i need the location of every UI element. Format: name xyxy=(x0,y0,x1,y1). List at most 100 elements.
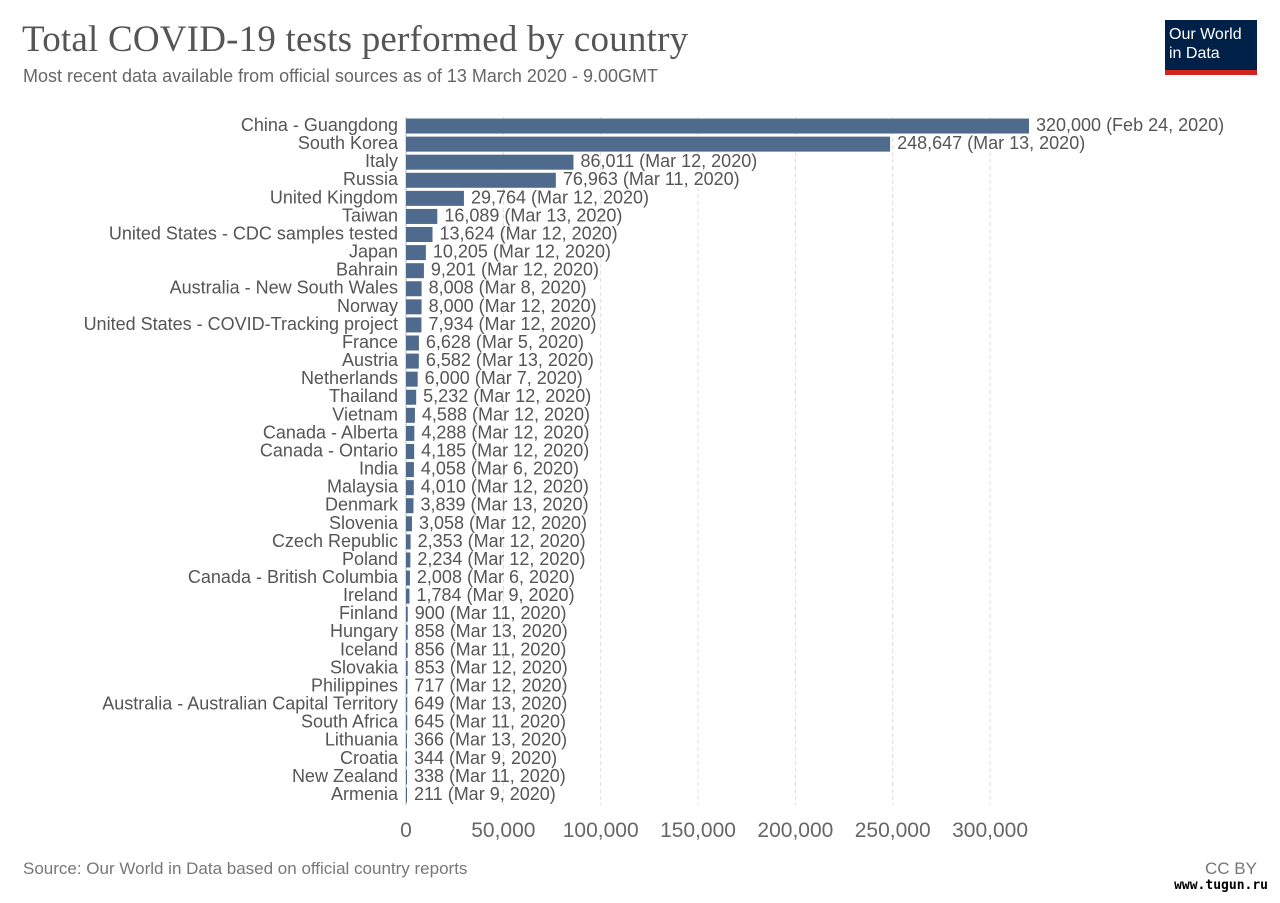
value-label: 6,628 (Mar 5, 2020) xyxy=(426,332,584,352)
category-label: Australia - New South Wales xyxy=(170,278,398,298)
value-label: 320,000 (Feb 24, 2020) xyxy=(1036,115,1224,135)
category-label: Thailand xyxy=(329,386,398,406)
value-label: 2,008 (Mar 6, 2020) xyxy=(417,567,575,587)
bar[interactable] xyxy=(406,154,574,170)
bar[interactable] xyxy=(406,190,464,206)
bar[interactable] xyxy=(406,516,412,532)
bar[interactable] xyxy=(406,480,414,496)
bar[interactable] xyxy=(406,317,422,333)
value-label: 645 (Mar 11, 2020) xyxy=(414,712,566,732)
chart-subtitle: Most recent data available from official… xyxy=(23,66,658,86)
category-label: Hungary xyxy=(330,621,398,641)
bar[interactable] xyxy=(406,715,408,731)
bar[interactable] xyxy=(406,660,408,676)
bar[interactable] xyxy=(406,498,414,514)
bar[interactable] xyxy=(406,335,419,351)
category-label: United States - CDC samples tested xyxy=(109,223,398,243)
bar[interactable] xyxy=(406,425,415,441)
x-tick-label: 150,000 xyxy=(660,819,736,842)
category-label: Austria xyxy=(342,350,399,370)
value-label: 858 (Mar 13, 2020) xyxy=(415,621,568,641)
category-label: Canada - Ontario xyxy=(260,440,398,460)
value-label: 76,963 (Mar 11, 2020) xyxy=(563,169,740,189)
category-label: China - Guangdong xyxy=(241,115,398,135)
bar[interactable] xyxy=(406,263,424,279)
value-label: 1,784 (Mar 9, 2020) xyxy=(416,585,574,605)
x-tick-label: 250,000 xyxy=(855,819,931,842)
bar[interactable] xyxy=(406,697,408,713)
category-label: Croatia xyxy=(340,748,399,768)
value-label: 649 (Mar 13, 2020) xyxy=(414,694,567,714)
bar[interactable] xyxy=(406,733,407,749)
value-label: 900 (Mar 11, 2020) xyxy=(415,603,567,623)
value-label: 86,011 (Mar 12, 2020) xyxy=(580,151,757,171)
value-label: 10,205 (Mar 12, 2020) xyxy=(433,242,611,262)
value-label: 13,624 (Mar 12, 2020) xyxy=(440,223,618,243)
category-label: South Africa xyxy=(301,712,399,732)
x-tick-label: 50,000 xyxy=(471,819,535,842)
bar[interactable] xyxy=(406,371,418,387)
category-label: Philippines xyxy=(311,675,398,695)
watermark: www.tugun.ru xyxy=(1174,878,1268,893)
value-label: 853 (Mar 12, 2020) xyxy=(415,657,568,677)
x-tick-label: 0 xyxy=(400,819,412,842)
value-label: 248,647 (Mar 13, 2020) xyxy=(897,133,1085,153)
bar[interactable] xyxy=(406,172,556,188)
category-label: Bahrain xyxy=(336,260,398,280)
value-label: 4,288 (Mar 12, 2020) xyxy=(421,422,589,442)
category-label: Armenia xyxy=(331,784,399,804)
bar[interactable] xyxy=(406,552,411,568)
owid-logo[interactable]: Our World in Data xyxy=(1165,20,1257,75)
bar[interactable] xyxy=(406,407,415,423)
logo-line-2: in Data xyxy=(1169,45,1220,62)
bar[interactable] xyxy=(406,281,422,297)
bar[interactable] xyxy=(406,787,407,803)
bar[interactable] xyxy=(406,624,408,640)
bar[interactable] xyxy=(406,570,410,586)
bar[interactable] xyxy=(406,751,407,767)
category-label: United States - COVID-Tracking project xyxy=(84,314,398,334)
value-label: 16,089 (Mar 13, 2020) xyxy=(444,205,622,225)
value-label: 3,058 (Mar 12, 2020) xyxy=(419,513,587,533)
bar[interactable] xyxy=(406,118,1029,134)
category-label: New Zealand xyxy=(292,766,398,786)
bar[interactable] xyxy=(406,353,419,369)
value-label: 211 (Mar 9, 2020) xyxy=(414,784,556,804)
category-label: Denmark xyxy=(325,495,399,515)
bar[interactable] xyxy=(406,679,408,695)
bar[interactable] xyxy=(406,462,414,478)
bar[interactable] xyxy=(406,606,408,622)
license-link[interactable]: CC BY xyxy=(1205,859,1257,878)
bar[interactable] xyxy=(406,227,433,243)
bar[interactable] xyxy=(406,642,408,658)
bar[interactable] xyxy=(406,769,407,785)
bar[interactable] xyxy=(406,136,891,152)
x-tick-label: 100,000 xyxy=(563,819,639,842)
bar[interactable] xyxy=(406,588,410,604)
category-label: India xyxy=(359,459,399,479)
category-label: Finland xyxy=(339,603,398,623)
category-label: Lithuania xyxy=(325,730,399,750)
value-label: 8,008 (Mar 8, 2020) xyxy=(429,278,587,298)
category-label: Norway xyxy=(337,296,398,316)
value-label: 2,234 (Mar 12, 2020) xyxy=(417,549,585,569)
bar[interactable] xyxy=(406,299,422,315)
category-label: Malaysia xyxy=(327,477,399,497)
bar[interactable] xyxy=(406,389,417,405)
bar[interactable] xyxy=(406,443,415,459)
category-label: Czech Republic xyxy=(272,531,398,551)
category-label: France xyxy=(342,332,398,352)
value-label: 4,010 (Mar 12, 2020) xyxy=(421,477,589,497)
value-label: 344 (Mar 9, 2020) xyxy=(414,748,557,768)
bar[interactable] xyxy=(406,245,426,261)
logo-line-1: Our World xyxy=(1169,26,1242,43)
bar[interactable] xyxy=(406,208,438,224)
category-label: Poland xyxy=(342,549,398,569)
bar[interactable] xyxy=(406,534,411,550)
category-label: Australia - Australian Capital Territory xyxy=(102,694,398,714)
source-note: Source: Our World in Data based on offic… xyxy=(23,859,468,878)
value-label: 338 (Mar 11, 2020) xyxy=(414,766,566,786)
chart-title: Total COVID-19 tests performed by countr… xyxy=(22,19,689,60)
